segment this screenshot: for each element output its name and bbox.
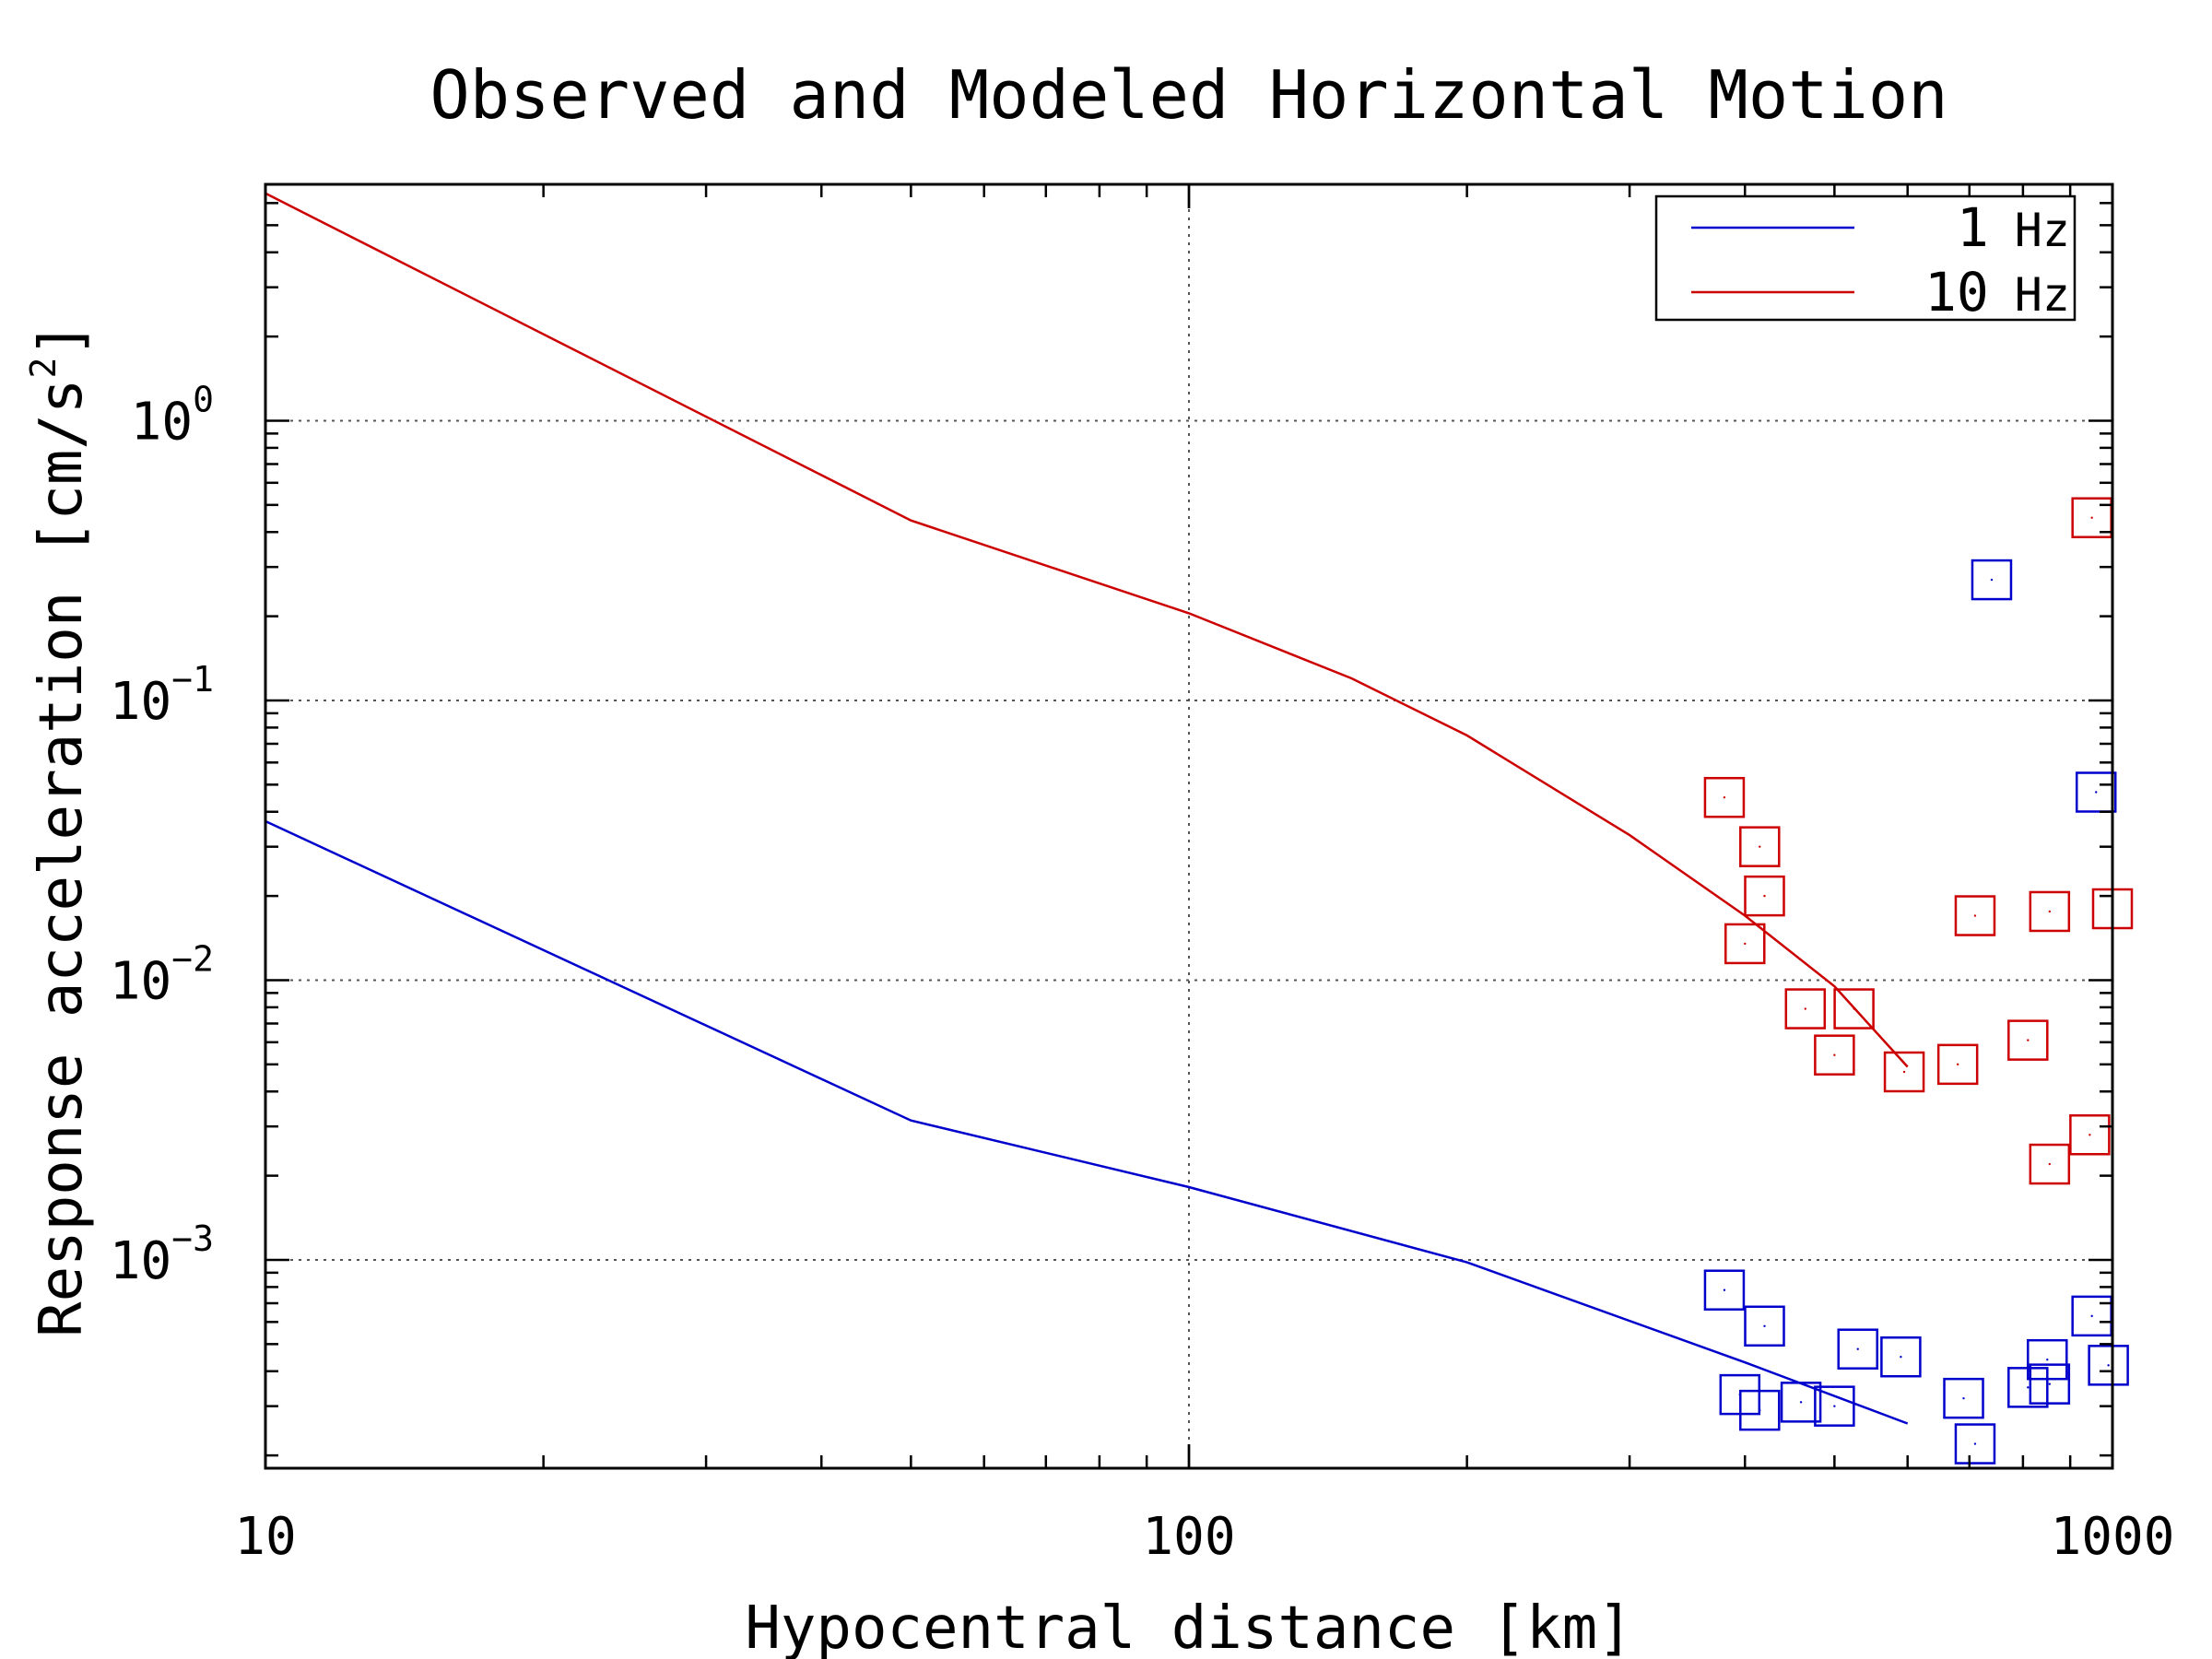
data-point-marker [1814,1385,1855,1427]
legend-label-1: 1 Hz [1957,196,2070,259]
data-point-center [1759,845,1761,848]
y-axis-label: Response acceleration [cm/s2] [23,322,96,1337]
data-point-center [1763,1324,1766,1327]
y-tick-base: 10 [110,672,171,732]
data-point-center [2048,910,2052,913]
data-point-center [2095,791,2098,794]
y-tick-base: 10 [131,392,193,452]
data-point-center [1856,1347,1859,1350]
data-point-center [1763,894,1766,898]
y-tick-exponent: 0 [193,379,214,419]
data-point-marker [1936,1043,1979,1086]
data-point-center [1973,1442,1977,1445]
data-point-marker [1744,1305,1785,1347]
legend-label-number: 1 [1957,196,1989,259]
y-tick-base: 10 [110,1231,171,1291]
data-point-center [1900,1356,1902,1359]
series-line-1 [265,819,1909,1425]
x-axis-label: Hypocentral distance [km] [745,1594,1632,1659]
data-point-marker [1954,895,1996,936]
data-point-center [1902,1070,1906,1074]
legend-label-unit: Hz [2015,204,2070,257]
data-point-center [2090,1314,2093,1318]
y-axis-label-suffix: ] [28,322,96,358]
data-point-marker [1724,923,1766,965]
data-point-center [1723,1288,1726,1291]
data-point-marker [2029,1363,2071,1405]
y-tick-exponent: −3 [171,1218,214,1259]
y-tick-label: 100 [131,379,214,452]
data-point-center [1853,1007,1855,1010]
y-tick-base: 10 [110,951,171,1011]
data-point-marker [1744,875,1785,917]
data-point-center [2107,1364,2110,1367]
data-point-center [1804,1007,1806,1010]
data-point-center [1759,1408,1761,1412]
data-point-marker [2029,890,2071,933]
y-tick-exponent: −2 [171,938,214,979]
data-point-marker [1883,1051,1925,1093]
grid [265,184,2112,1468]
y-tick-label: 10−2 [110,938,214,1011]
data-point-marker [1739,1389,1781,1431]
data-point-marker [2007,1019,2049,1061]
data-point-marker [2075,771,2117,813]
y-axis-label-prefix: Response acceleration [cm/s [28,379,96,1337]
data-point-marker [1814,1034,1855,1076]
x-tick-label: 100 [1142,1507,1235,1567]
series-line-2 [265,192,1909,1068]
data-point-center [2088,1134,2091,1136]
legend-label-unit: Hz [2015,268,2070,322]
data-point-center [1973,914,1977,917]
data-point-center [1833,1405,1836,1407]
data-point-marker [2027,1338,2068,1381]
data-point-marker [1880,1335,1922,1378]
data-point-marker [1954,1423,1996,1465]
data-point-marker [1943,1377,1984,1419]
y-axis-label-sup: 2 [23,358,64,379]
data-point-marker [1971,559,2013,601]
legend-label-2: 10 Hz [1924,261,2070,324]
data-point-marker [1784,988,1827,1030]
data-point-center [2027,1386,2030,1389]
chart-title: Observed and Modeled Horizontal Motion [429,56,1947,134]
data-point-center [1990,578,1994,582]
data-point-marker [1703,776,1746,818]
data-point-center [2046,1358,2049,1361]
y-tick-label: 10−3 [110,1218,214,1291]
y-tick-label: 10−1 [110,659,214,732]
data-point-marker [1703,1269,1746,1311]
legend-box [1654,194,2077,322]
x-tick-label: 1000 [2051,1507,2175,1567]
data-point-marker [1837,1328,1878,1370]
data-point-marker [2029,1143,2071,1185]
data-point-marker [2088,1345,2129,1386]
data-point-marker [1833,988,1875,1030]
data-point-center [1723,796,1726,799]
data-point-center [2048,1162,2052,1166]
legend-label-number: 10 [1924,261,1989,324]
data-point-center [2048,1382,2052,1385]
data-point-marker [2069,1114,2111,1156]
data-point-center [2090,516,2093,519]
legend: 1 Hz 10 Hz [1654,194,2077,324]
data-point-center [1799,1401,1803,1404]
series-layer [265,192,2134,1465]
data-point-center [1956,1063,1959,1066]
data-point-center [1962,1396,1965,1400]
data-point-center [1744,942,1747,946]
data-point-center [1833,1053,1836,1056]
data-point-center [2027,1039,2030,1041]
x-tick-label: 10 [234,1507,296,1567]
data-point-marker [1780,1382,1822,1423]
y-tick-exponent: −1 [171,659,214,700]
data-point-marker [1739,826,1781,867]
